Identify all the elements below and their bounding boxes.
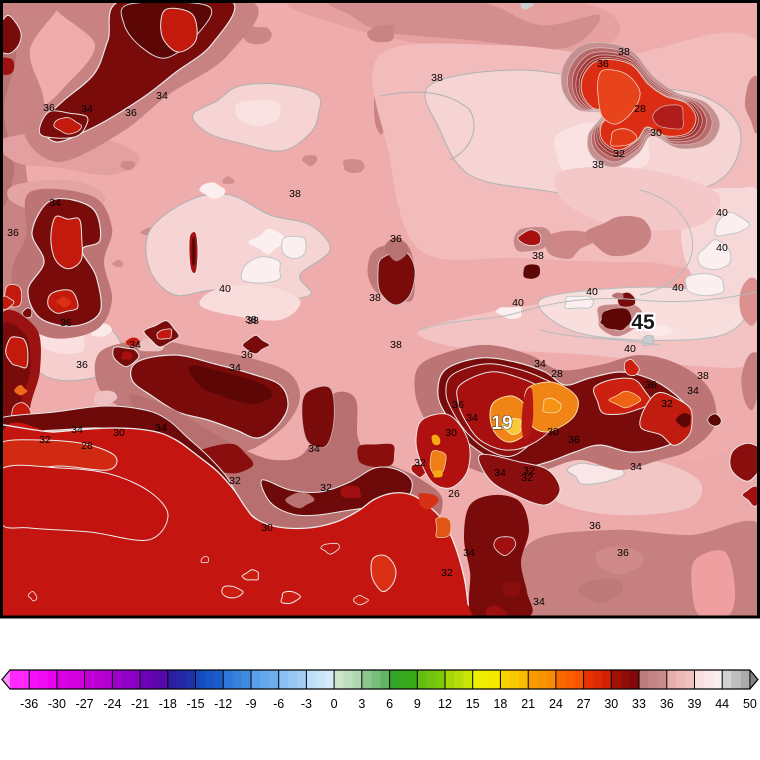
svg-text:24: 24 <box>549 697 563 711</box>
svg-text:50: 50 <box>743 697 757 711</box>
svg-text:3: 3 <box>358 697 365 711</box>
svg-text:28: 28 <box>551 368 563 380</box>
svg-text:38: 38 <box>390 339 402 351</box>
svg-text:15: 15 <box>466 697 480 711</box>
svg-text:34: 34 <box>466 412 478 424</box>
svg-text:34: 34 <box>463 547 475 559</box>
svg-text:36: 36 <box>452 399 464 411</box>
svg-text:40: 40 <box>716 207 728 219</box>
svg-text:32: 32 <box>661 398 673 410</box>
svg-text:-36: -36 <box>20 697 38 711</box>
svg-text:38: 38 <box>431 72 443 84</box>
svg-text:32: 32 <box>523 465 535 477</box>
svg-text:19: 19 <box>491 413 512 434</box>
svg-text:40: 40 <box>512 297 524 309</box>
svg-text:34: 34 <box>81 103 93 115</box>
svg-text:38: 38 <box>697 370 709 382</box>
svg-text:34: 34 <box>229 362 241 374</box>
svg-text:34: 34 <box>156 90 168 102</box>
svg-text:36: 36 <box>589 520 601 532</box>
svg-text:34: 34 <box>71 424 83 436</box>
svg-text:40: 40 <box>586 286 598 298</box>
svg-text:-3: -3 <box>301 697 312 711</box>
svg-text:38: 38 <box>247 315 259 327</box>
svg-text:28: 28 <box>634 103 646 115</box>
svg-text:6: 6 <box>386 697 393 711</box>
svg-text:36: 36 <box>645 379 657 391</box>
svg-text:-9: -9 <box>245 697 256 711</box>
svg-text:-27: -27 <box>76 697 94 711</box>
svg-text:34: 34 <box>155 422 167 434</box>
svg-text:34: 34 <box>494 467 506 479</box>
svg-text:30: 30 <box>113 427 125 439</box>
svg-text:40: 40 <box>219 283 231 295</box>
svg-text:36: 36 <box>568 434 580 446</box>
svg-text:30: 30 <box>650 127 662 139</box>
svg-text:34: 34 <box>308 443 320 455</box>
svg-text:36: 36 <box>60 317 72 329</box>
svg-text:38: 38 <box>532 250 544 262</box>
svg-text:34: 34 <box>534 358 546 370</box>
svg-text:45: 45 <box>631 311 655 334</box>
svg-text:32: 32 <box>613 148 625 160</box>
svg-text:34: 34 <box>49 197 61 209</box>
svg-text:38: 38 <box>618 46 630 58</box>
svg-text:-18: -18 <box>159 697 177 711</box>
svg-text:28: 28 <box>81 440 93 452</box>
svg-text:-24: -24 <box>103 697 121 711</box>
svg-text:32: 32 <box>39 434 51 446</box>
svg-text:30: 30 <box>445 427 457 439</box>
svg-text:30: 30 <box>261 522 273 534</box>
svg-text:32: 32 <box>521 472 533 484</box>
svg-text:21: 21 <box>521 697 535 711</box>
svg-text:30: 30 <box>604 697 618 711</box>
svg-text:33: 33 <box>632 697 646 711</box>
svg-text:26: 26 <box>448 488 460 500</box>
svg-text:36: 36 <box>660 697 674 711</box>
svg-text:34: 34 <box>687 385 699 397</box>
svg-text:36: 36 <box>76 359 88 371</box>
svg-text:9: 9 <box>414 697 421 711</box>
svg-text:40: 40 <box>716 242 728 254</box>
svg-text:36: 36 <box>7 227 19 239</box>
svg-text:38: 38 <box>289 188 301 200</box>
svg-text:18: 18 <box>493 697 507 711</box>
svg-text:-21: -21 <box>131 697 149 711</box>
svg-text:36: 36 <box>43 102 55 114</box>
svg-text:32: 32 <box>320 482 332 494</box>
svg-text:32: 32 <box>229 475 241 487</box>
svg-text:34: 34 <box>533 596 545 608</box>
svg-text:36: 36 <box>125 107 137 119</box>
svg-text:38: 38 <box>245 314 257 326</box>
svg-text:44: 44 <box>715 697 729 711</box>
svg-text:-6: -6 <box>273 697 284 711</box>
svg-text:-15: -15 <box>186 697 204 711</box>
svg-text:-30: -30 <box>48 697 66 711</box>
svg-text:12: 12 <box>438 697 452 711</box>
svg-text:-12: -12 <box>214 697 232 711</box>
svg-text:0: 0 <box>331 697 338 711</box>
svg-text:39: 39 <box>688 697 702 711</box>
svg-text:40: 40 <box>624 343 636 355</box>
svg-text:38: 38 <box>592 159 604 171</box>
svg-text:32: 32 <box>441 567 453 579</box>
svg-text:36: 36 <box>390 233 402 245</box>
svg-text:34: 34 <box>630 461 642 473</box>
svg-text:40: 40 <box>672 282 684 294</box>
svg-text:32: 32 <box>414 457 426 469</box>
svg-text:36: 36 <box>241 349 253 361</box>
svg-text:34: 34 <box>129 339 141 351</box>
svg-text:30: 30 <box>547 426 559 438</box>
svg-text:36: 36 <box>617 547 629 559</box>
svg-text:38: 38 <box>369 292 381 304</box>
svg-text:27: 27 <box>577 697 591 711</box>
svg-text:36: 36 <box>597 58 609 70</box>
